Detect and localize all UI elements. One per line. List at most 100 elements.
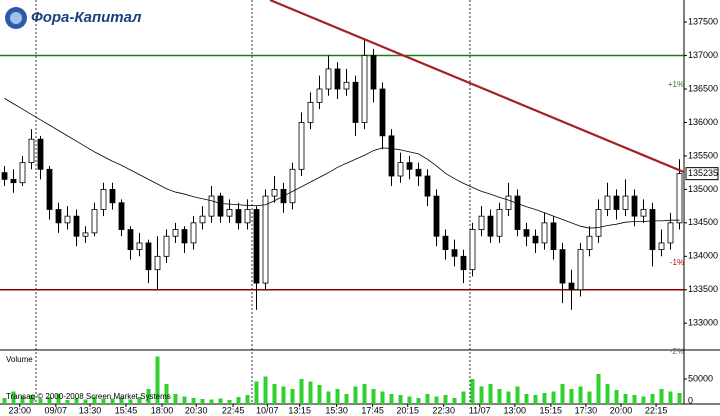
x-tick-label: 13:15 bbox=[288, 405, 311, 415]
moving-average bbox=[4, 98, 680, 229]
volume-bar bbox=[362, 384, 367, 404]
volume-bar bbox=[488, 384, 493, 404]
volume-bar bbox=[254, 381, 259, 404]
candle-body bbox=[73, 215, 80, 237]
candle-body bbox=[613, 195, 620, 210]
volume-bar bbox=[245, 395, 250, 404]
volume-bar bbox=[182, 396, 187, 404]
volume-bar bbox=[533, 395, 538, 404]
candle-body bbox=[181, 229, 188, 244]
volume-bar bbox=[227, 400, 232, 404]
volume-bar bbox=[110, 398, 115, 404]
volume-bar bbox=[200, 399, 205, 404]
logo-icon bbox=[10, 12, 22, 24]
candle-body bbox=[586, 235, 593, 251]
candle-body bbox=[82, 232, 89, 237]
candle-body bbox=[676, 173, 683, 224]
volume-bar bbox=[20, 396, 25, 404]
volume-bar bbox=[155, 356, 160, 404]
x-tick-label: 17:45 bbox=[361, 405, 384, 415]
x-tick-label: 17:30 bbox=[575, 405, 598, 415]
volume-bar bbox=[569, 389, 574, 404]
volume-bar bbox=[164, 384, 169, 404]
volume-title: Volume bbox=[6, 355, 33, 364]
candle-body bbox=[325, 68, 332, 90]
volume-bar bbox=[281, 386, 286, 404]
percent-label: -2% bbox=[670, 347, 684, 356]
volume-bar bbox=[209, 399, 214, 404]
candle-body bbox=[397, 162, 404, 177]
x-tick-label: 23:00 bbox=[9, 405, 32, 415]
volume-bar bbox=[326, 391, 331, 404]
volume-bar bbox=[542, 393, 547, 404]
volume-bar bbox=[623, 394, 628, 404]
candle-body bbox=[424, 175, 431, 197]
candle-body bbox=[91, 209, 98, 234]
x-tick-label: 15:45 bbox=[115, 405, 138, 415]
volume-bar bbox=[317, 385, 322, 404]
volume-bar bbox=[290, 389, 295, 404]
candle-body bbox=[307, 101, 314, 123]
x-tick-label: 22:15 bbox=[645, 405, 668, 415]
candle-body bbox=[100, 188, 107, 210]
volume-bar bbox=[677, 393, 682, 404]
marks bbox=[0, 0, 685, 404]
y-tick-label: 135000 bbox=[688, 184, 718, 194]
candle-body bbox=[46, 168, 53, 210]
candle-body bbox=[244, 209, 251, 224]
volume-bar bbox=[425, 394, 430, 404]
volume-bar bbox=[551, 391, 556, 404]
volume-bar bbox=[659, 389, 664, 404]
volume-bar bbox=[605, 384, 610, 404]
volume-bar bbox=[668, 391, 673, 404]
volume-bar bbox=[506, 391, 511, 404]
candle-body bbox=[667, 222, 674, 244]
candle-body bbox=[487, 215, 494, 237]
candle-body bbox=[622, 195, 629, 210]
volume-bar bbox=[434, 396, 439, 404]
volume-bar bbox=[272, 384, 277, 404]
candle-body bbox=[235, 209, 242, 224]
volume-bar bbox=[344, 394, 349, 404]
candle-body bbox=[370, 55, 377, 90]
volume-bar bbox=[56, 394, 61, 404]
candle-body bbox=[406, 162, 413, 170]
x-tick-label: 13:30 bbox=[79, 405, 102, 415]
x-tick-label: 15:15 bbox=[540, 405, 563, 415]
candle-body bbox=[19, 162, 26, 184]
volume-bar bbox=[173, 394, 178, 404]
x-tick-label: 09/07 bbox=[45, 405, 68, 415]
x-tick-label: 11/07 bbox=[469, 405, 491, 415]
x-tick-label: 22:45 bbox=[222, 405, 245, 415]
volume-bar bbox=[479, 386, 484, 404]
volume-bar bbox=[335, 389, 340, 404]
candle-body bbox=[388, 135, 395, 177]
volume-bar bbox=[398, 395, 403, 404]
volume-bar bbox=[596, 374, 601, 404]
candle-body bbox=[190, 222, 197, 244]
volume-bar bbox=[29, 395, 34, 404]
candle-body bbox=[298, 122, 305, 170]
volume-bar bbox=[416, 398, 421, 404]
candle-body bbox=[460, 255, 467, 271]
last-price: 135235 bbox=[688, 168, 718, 178]
candle-body bbox=[154, 255, 161, 271]
volume-bar bbox=[515, 386, 520, 404]
candle-body bbox=[217, 195, 224, 217]
last-price-box bbox=[685, 167, 719, 181]
y-tick-label: 133500 bbox=[688, 284, 718, 294]
y-tick-label: 136000 bbox=[688, 117, 718, 127]
y-tick-label: 134500 bbox=[688, 217, 718, 227]
volume-bar bbox=[461, 391, 466, 404]
volume-bar bbox=[236, 397, 241, 404]
volume-bar bbox=[38, 399, 43, 404]
candle-body bbox=[568, 282, 575, 291]
candle-body bbox=[316, 88, 323, 103]
candle-body bbox=[379, 88, 386, 137]
percent-label: +1% bbox=[668, 80, 684, 89]
candle-body bbox=[514, 195, 521, 230]
volume-bar bbox=[470, 379, 475, 404]
x-tick-label: 15:30 bbox=[325, 405, 348, 415]
volume-bar bbox=[407, 396, 412, 404]
